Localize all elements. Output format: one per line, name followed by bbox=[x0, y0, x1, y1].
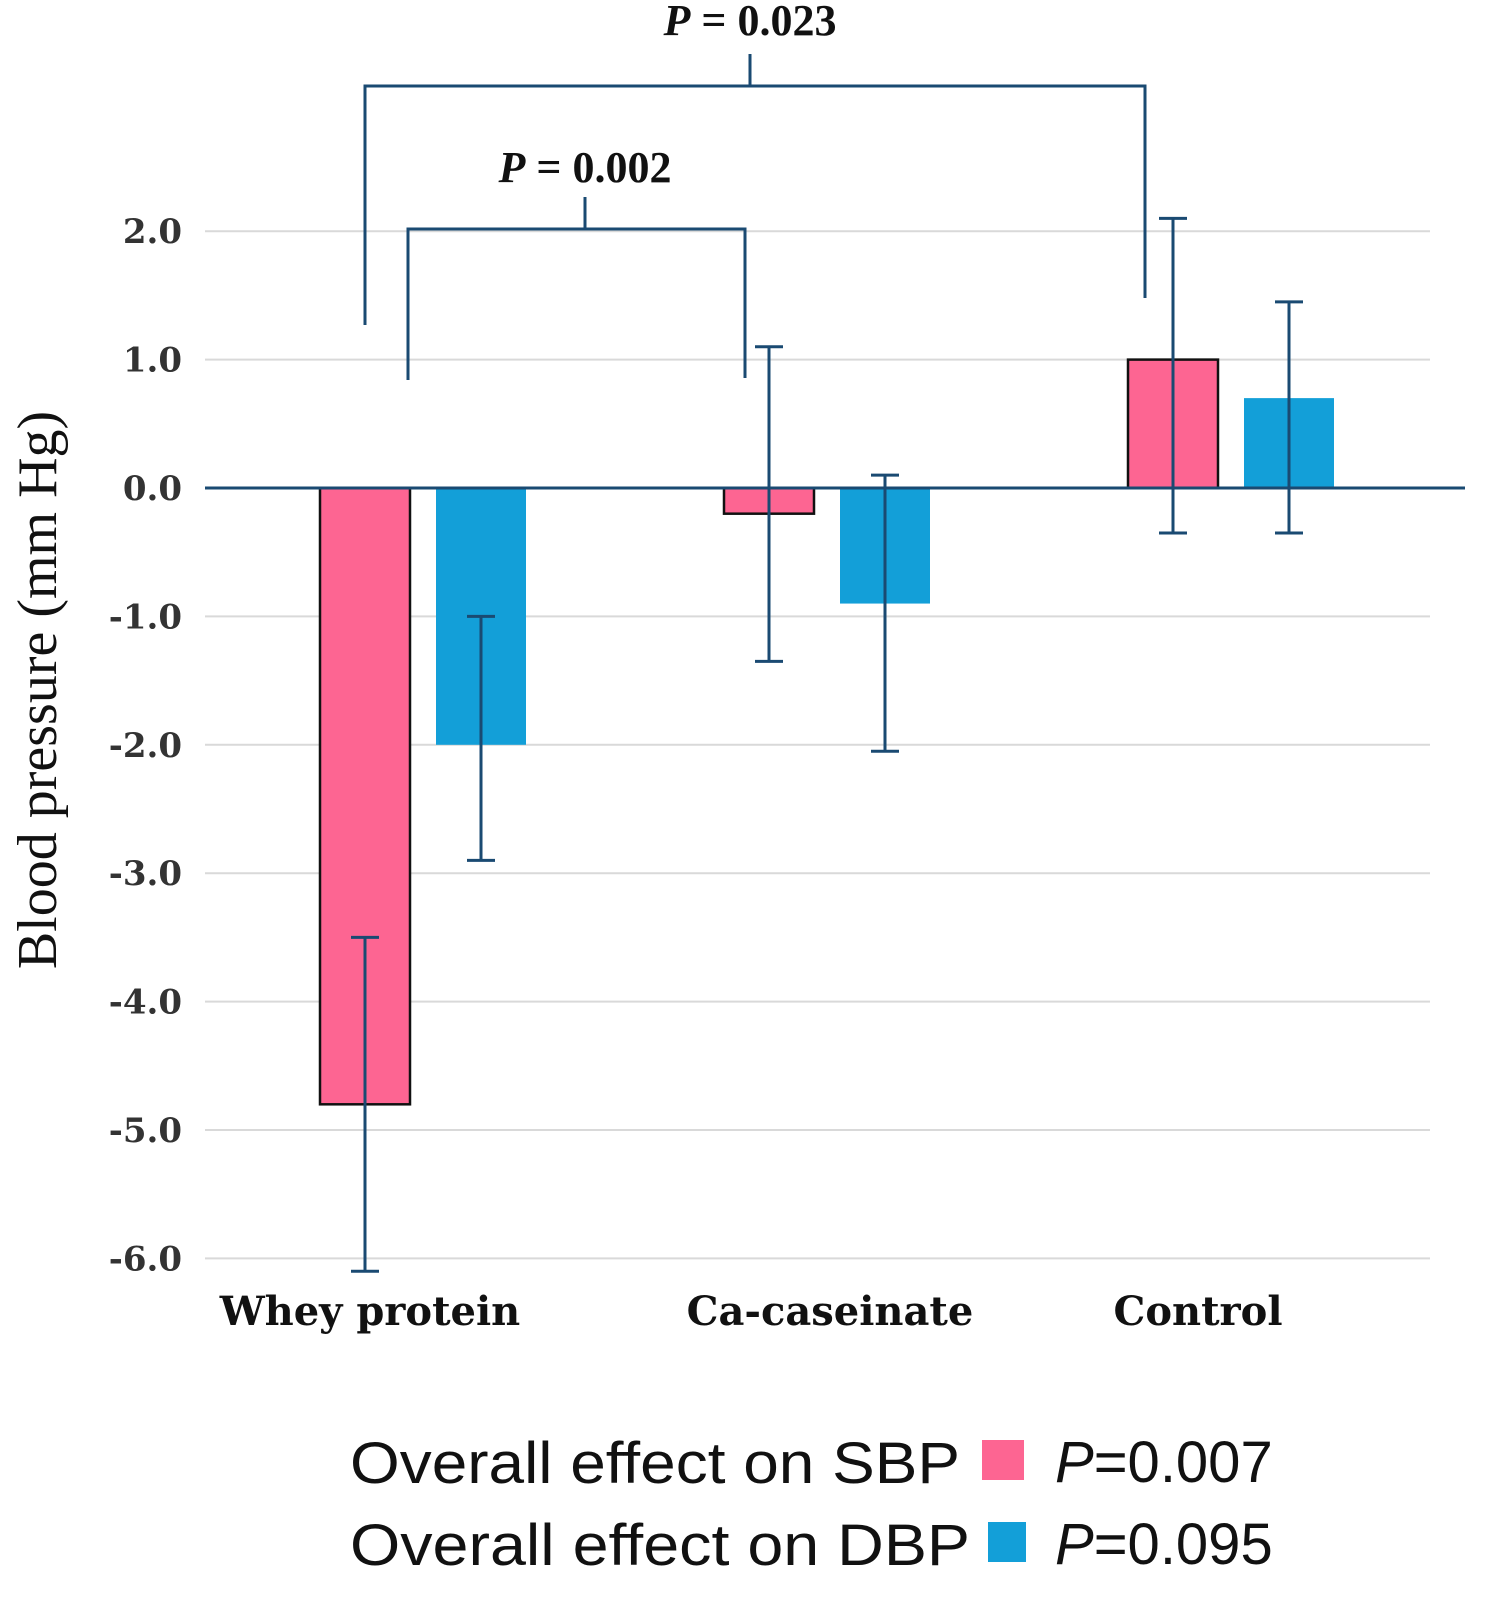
p-symbol: P bbox=[498, 143, 527, 192]
legend: Overall effect on SBP Overall effect on D… bbox=[350, 1431, 1026, 1578]
bars bbox=[318, 358, 1334, 1106]
p-value-label: P = 0.023 bbox=[663, 0, 837, 45]
legend-swatch-dbp bbox=[988, 1522, 1026, 1562]
y-tick-label: -2.0 bbox=[109, 726, 182, 766]
y-tick-label: -3.0 bbox=[109, 854, 182, 894]
p-value: = 0.002 bbox=[525, 143, 671, 192]
y-axis-title: Blood pressure (mm Hg) bbox=[7, 411, 69, 969]
category-labels: Whey protein Ca-caseinate Control bbox=[219, 1288, 1283, 1335]
y-tick-label: 1.0 bbox=[123, 341, 182, 381]
y-tick-label: -6.0 bbox=[109, 1239, 182, 1279]
p-value: = 0.023 bbox=[690, 0, 836, 45]
category-label: Whey protein bbox=[219, 1288, 521, 1335]
significance-bracket bbox=[363, 84, 1147, 325]
y-tick-label: -4.0 bbox=[109, 983, 182, 1023]
significance-bracket bbox=[406, 227, 747, 380]
p-symbol: P bbox=[663, 0, 692, 45]
error-bars bbox=[351, 216, 1303, 1273]
legend-label: Overall effect on SBP bbox=[350, 1431, 960, 1496]
y-tick-labels: 2.0 1.0 0.0 -1.0 -2.0 -3.0 -4.0 -5.0 -6.0 bbox=[109, 212, 182, 1279]
legend-swatch-sbp bbox=[982, 1440, 1024, 1480]
legend-p-value-dbp: P=0.095 bbox=[1055, 1512, 1273, 1577]
p-value-label: P = 0.002 bbox=[498, 143, 672, 192]
y-tick-label: -5.0 bbox=[109, 1111, 182, 1151]
y-tick-label: 2.0 bbox=[123, 212, 182, 252]
legend-p-value-sbp: P=0.007 bbox=[1055, 1430, 1273, 1495]
y-tick-label: -1.0 bbox=[109, 597, 182, 637]
category-label: Ca-caseinate bbox=[687, 1288, 974, 1335]
legend-label: Overall effect on DBP bbox=[350, 1513, 970, 1578]
y-tick-label: 0.0 bbox=[123, 469, 182, 509]
category-label: Control bbox=[1113, 1288, 1282, 1335]
